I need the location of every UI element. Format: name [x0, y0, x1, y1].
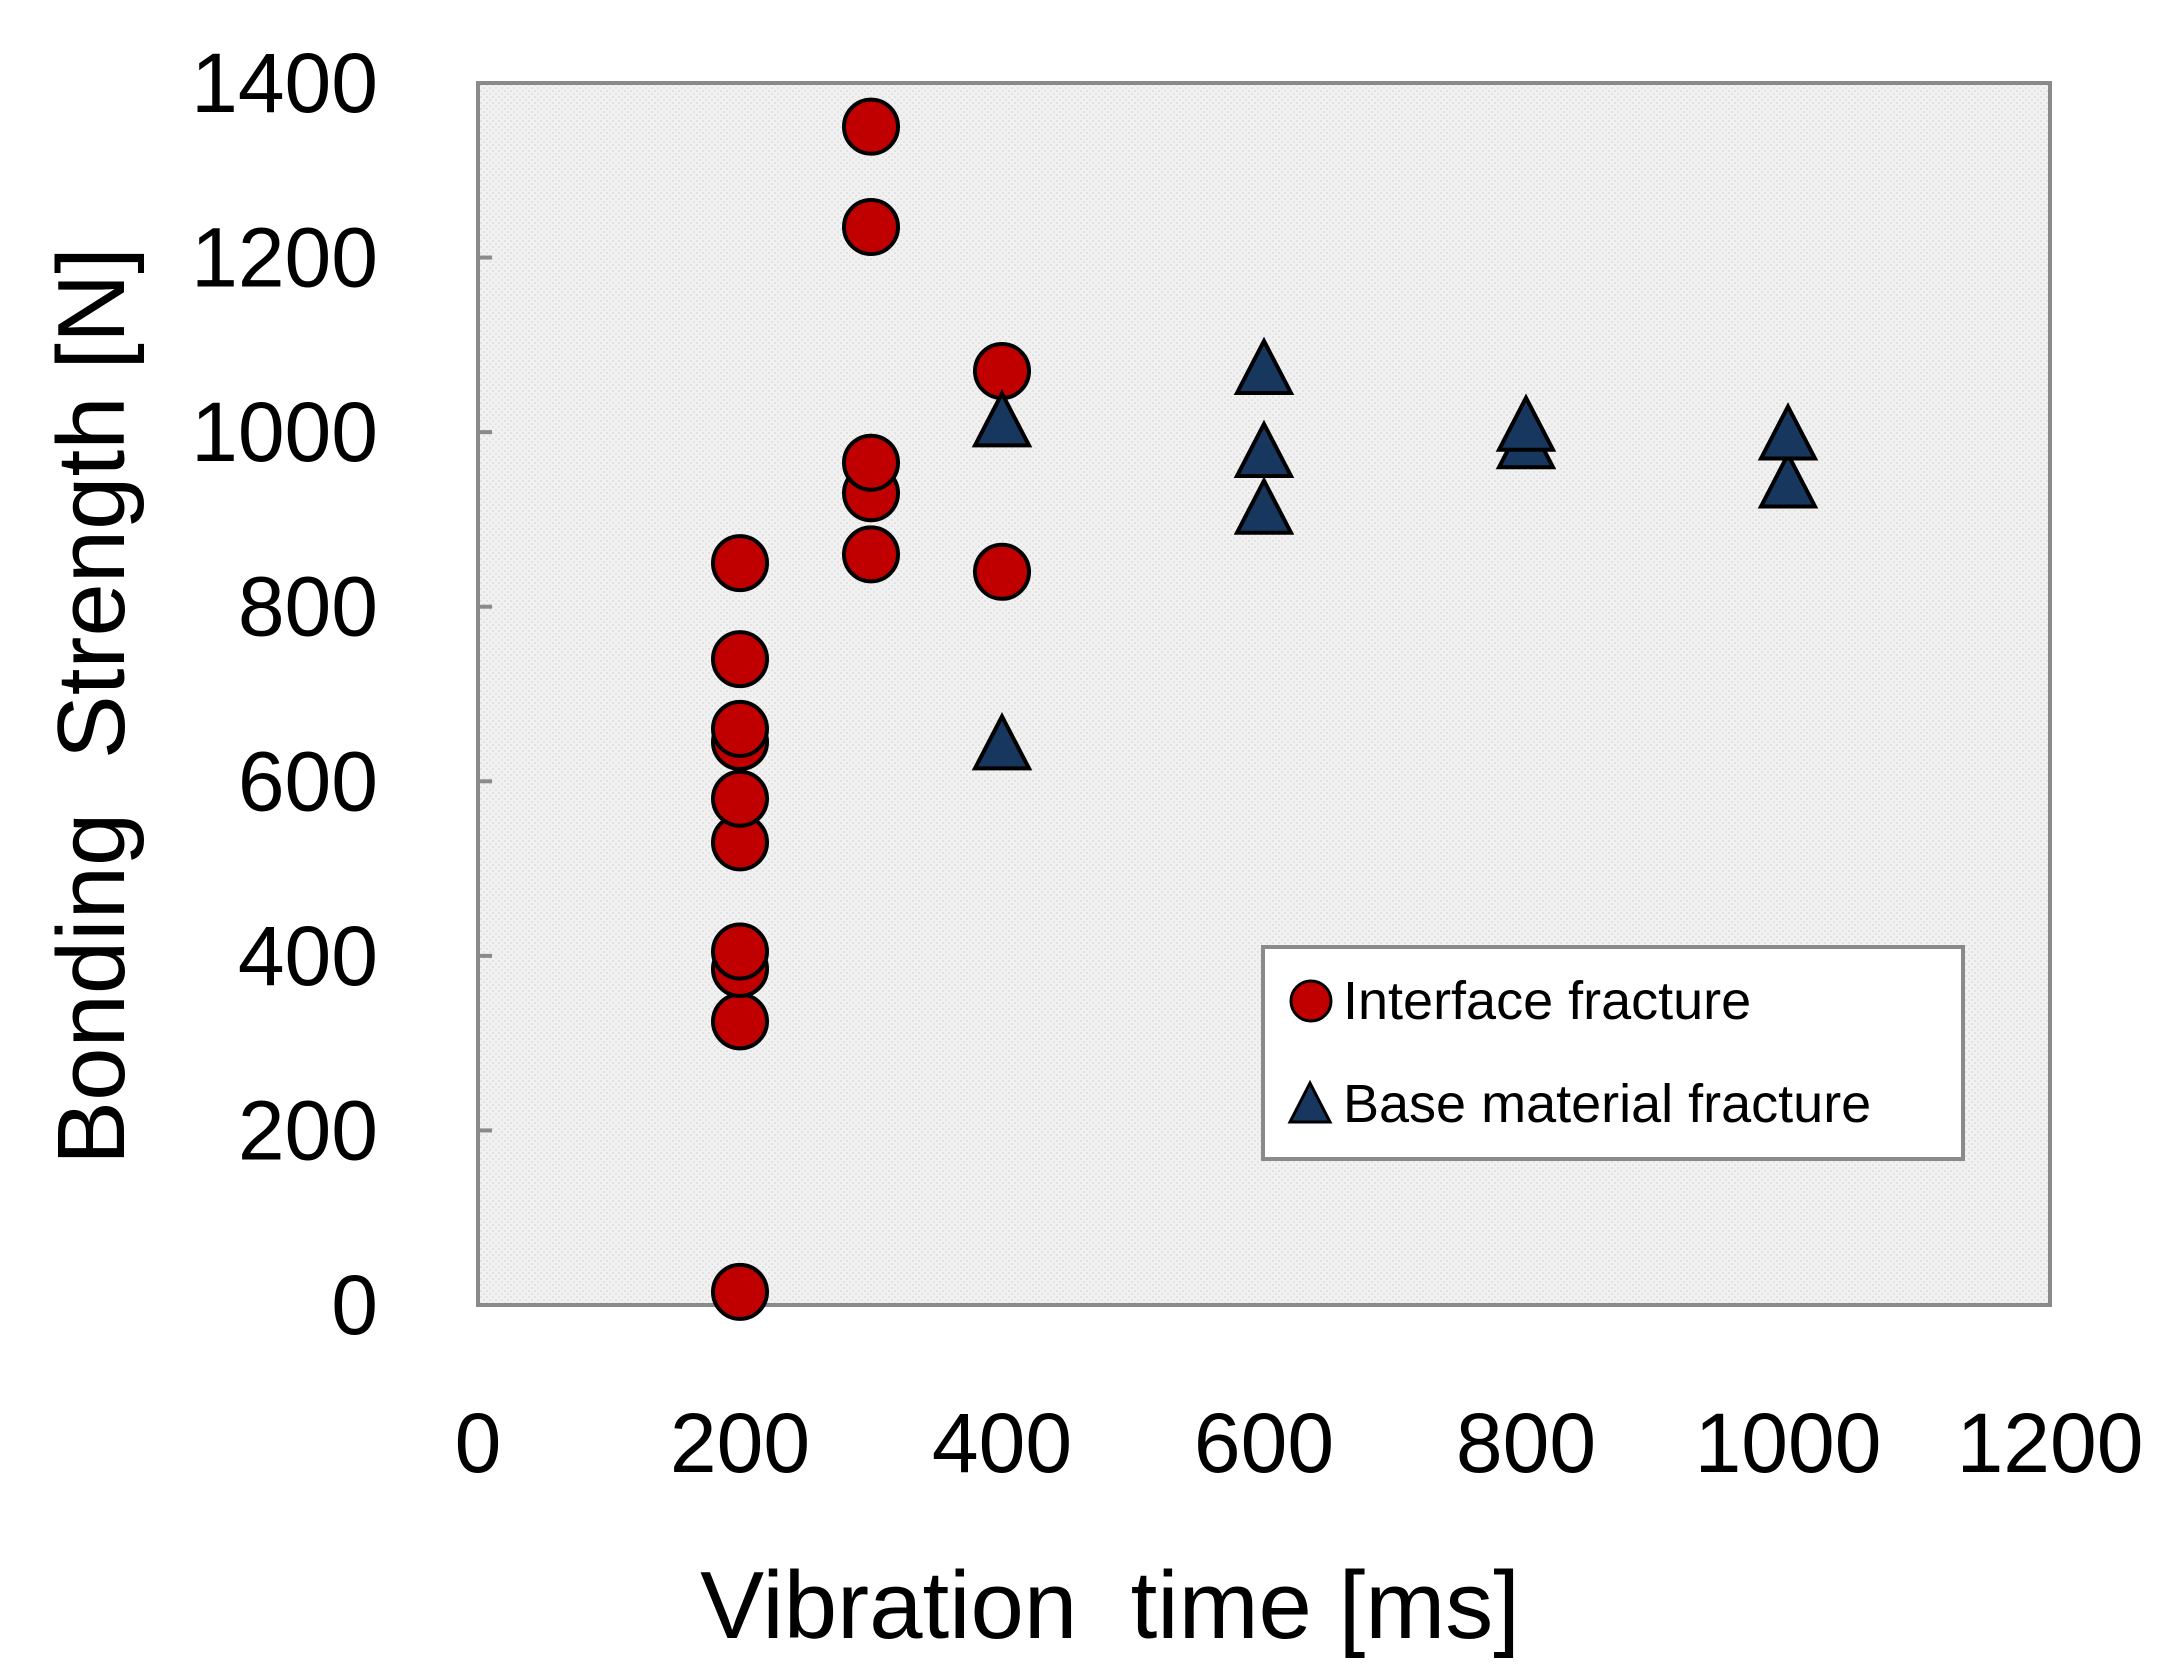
point-interface-fracture [711, 992, 769, 1051]
point-interface-fracture [842, 198, 900, 257]
x-tick-label: 400 [932, 1396, 1072, 1490]
legend-circle-marker [1289, 979, 1333, 1023]
point-interface-fracture [711, 534, 769, 593]
x-tick-label: 1200 [1957, 1396, 2144, 1490]
y-tick-label: 800 [238, 560, 378, 654]
point-interface-fracture [711, 699, 769, 758]
point-base-material-fracture [1233, 336, 1295, 395]
x-tick-label: 1000 [1695, 1396, 1882, 1490]
point-interface-fracture [711, 922, 769, 981]
point-base-material-fracture [1233, 476, 1295, 535]
point-interface-fracture [842, 97, 900, 156]
point-base-material-fracture [1757, 402, 1819, 461]
point-interface-fracture [973, 542, 1031, 601]
legend-label-base-material-fracture: Base material fracture [1343, 1074, 1871, 1134]
x-axis-title: Vibration time [ms] [700, 1552, 1520, 1659]
legend-box [1261, 945, 1965, 1161]
y-tick-label: 0 [331, 1258, 378, 1352]
y-tick-label: 400 [238, 909, 378, 1003]
y-tick-label: 200 [238, 1083, 378, 1177]
x-tick-label: 600 [1194, 1396, 1334, 1490]
point-base-material-fracture [1233, 419, 1295, 478]
y-tick-label: 1000 [191, 385, 378, 479]
point-interface-fracture [711, 630, 769, 689]
x-tick-label: 800 [1456, 1396, 1596, 1490]
point-interface-fracture [842, 433, 900, 492]
legend: Interface fracture Base material fractur… [1261, 945, 1965, 1161]
point-base-material-fracture [1495, 393, 1557, 452]
y-axis: 0 200 400 600 800 1000 1200 1400 [191, 36, 492, 1352]
legend-label-interface-fracture: Interface fracture [1343, 971, 1751, 1031]
legend-triangle-marker [1287, 1079, 1333, 1124]
point-interface-fracture [711, 1262, 769, 1321]
y-tick-label: 1200 [191, 211, 378, 305]
point-interface-fracture [842, 525, 900, 584]
point-base-material-fracture [971, 712, 1033, 771]
y-axis-title: Bonding Strength [N] [38, 247, 145, 1165]
point-base-material-fracture [971, 389, 1033, 448]
x-tick-label: 200 [670, 1396, 810, 1490]
x-axis: 0 200 400 600 800 1000 1200 [455, 1396, 2144, 1490]
y-tick-label: 600 [238, 734, 378, 828]
point-base-material-fracture [1757, 450, 1819, 509]
y-tick-label: 1400 [191, 36, 378, 130]
point-interface-fracture [711, 769, 769, 828]
data-points [711, 97, 1819, 1321]
x-tick-label: 0 [455, 1396, 502, 1490]
